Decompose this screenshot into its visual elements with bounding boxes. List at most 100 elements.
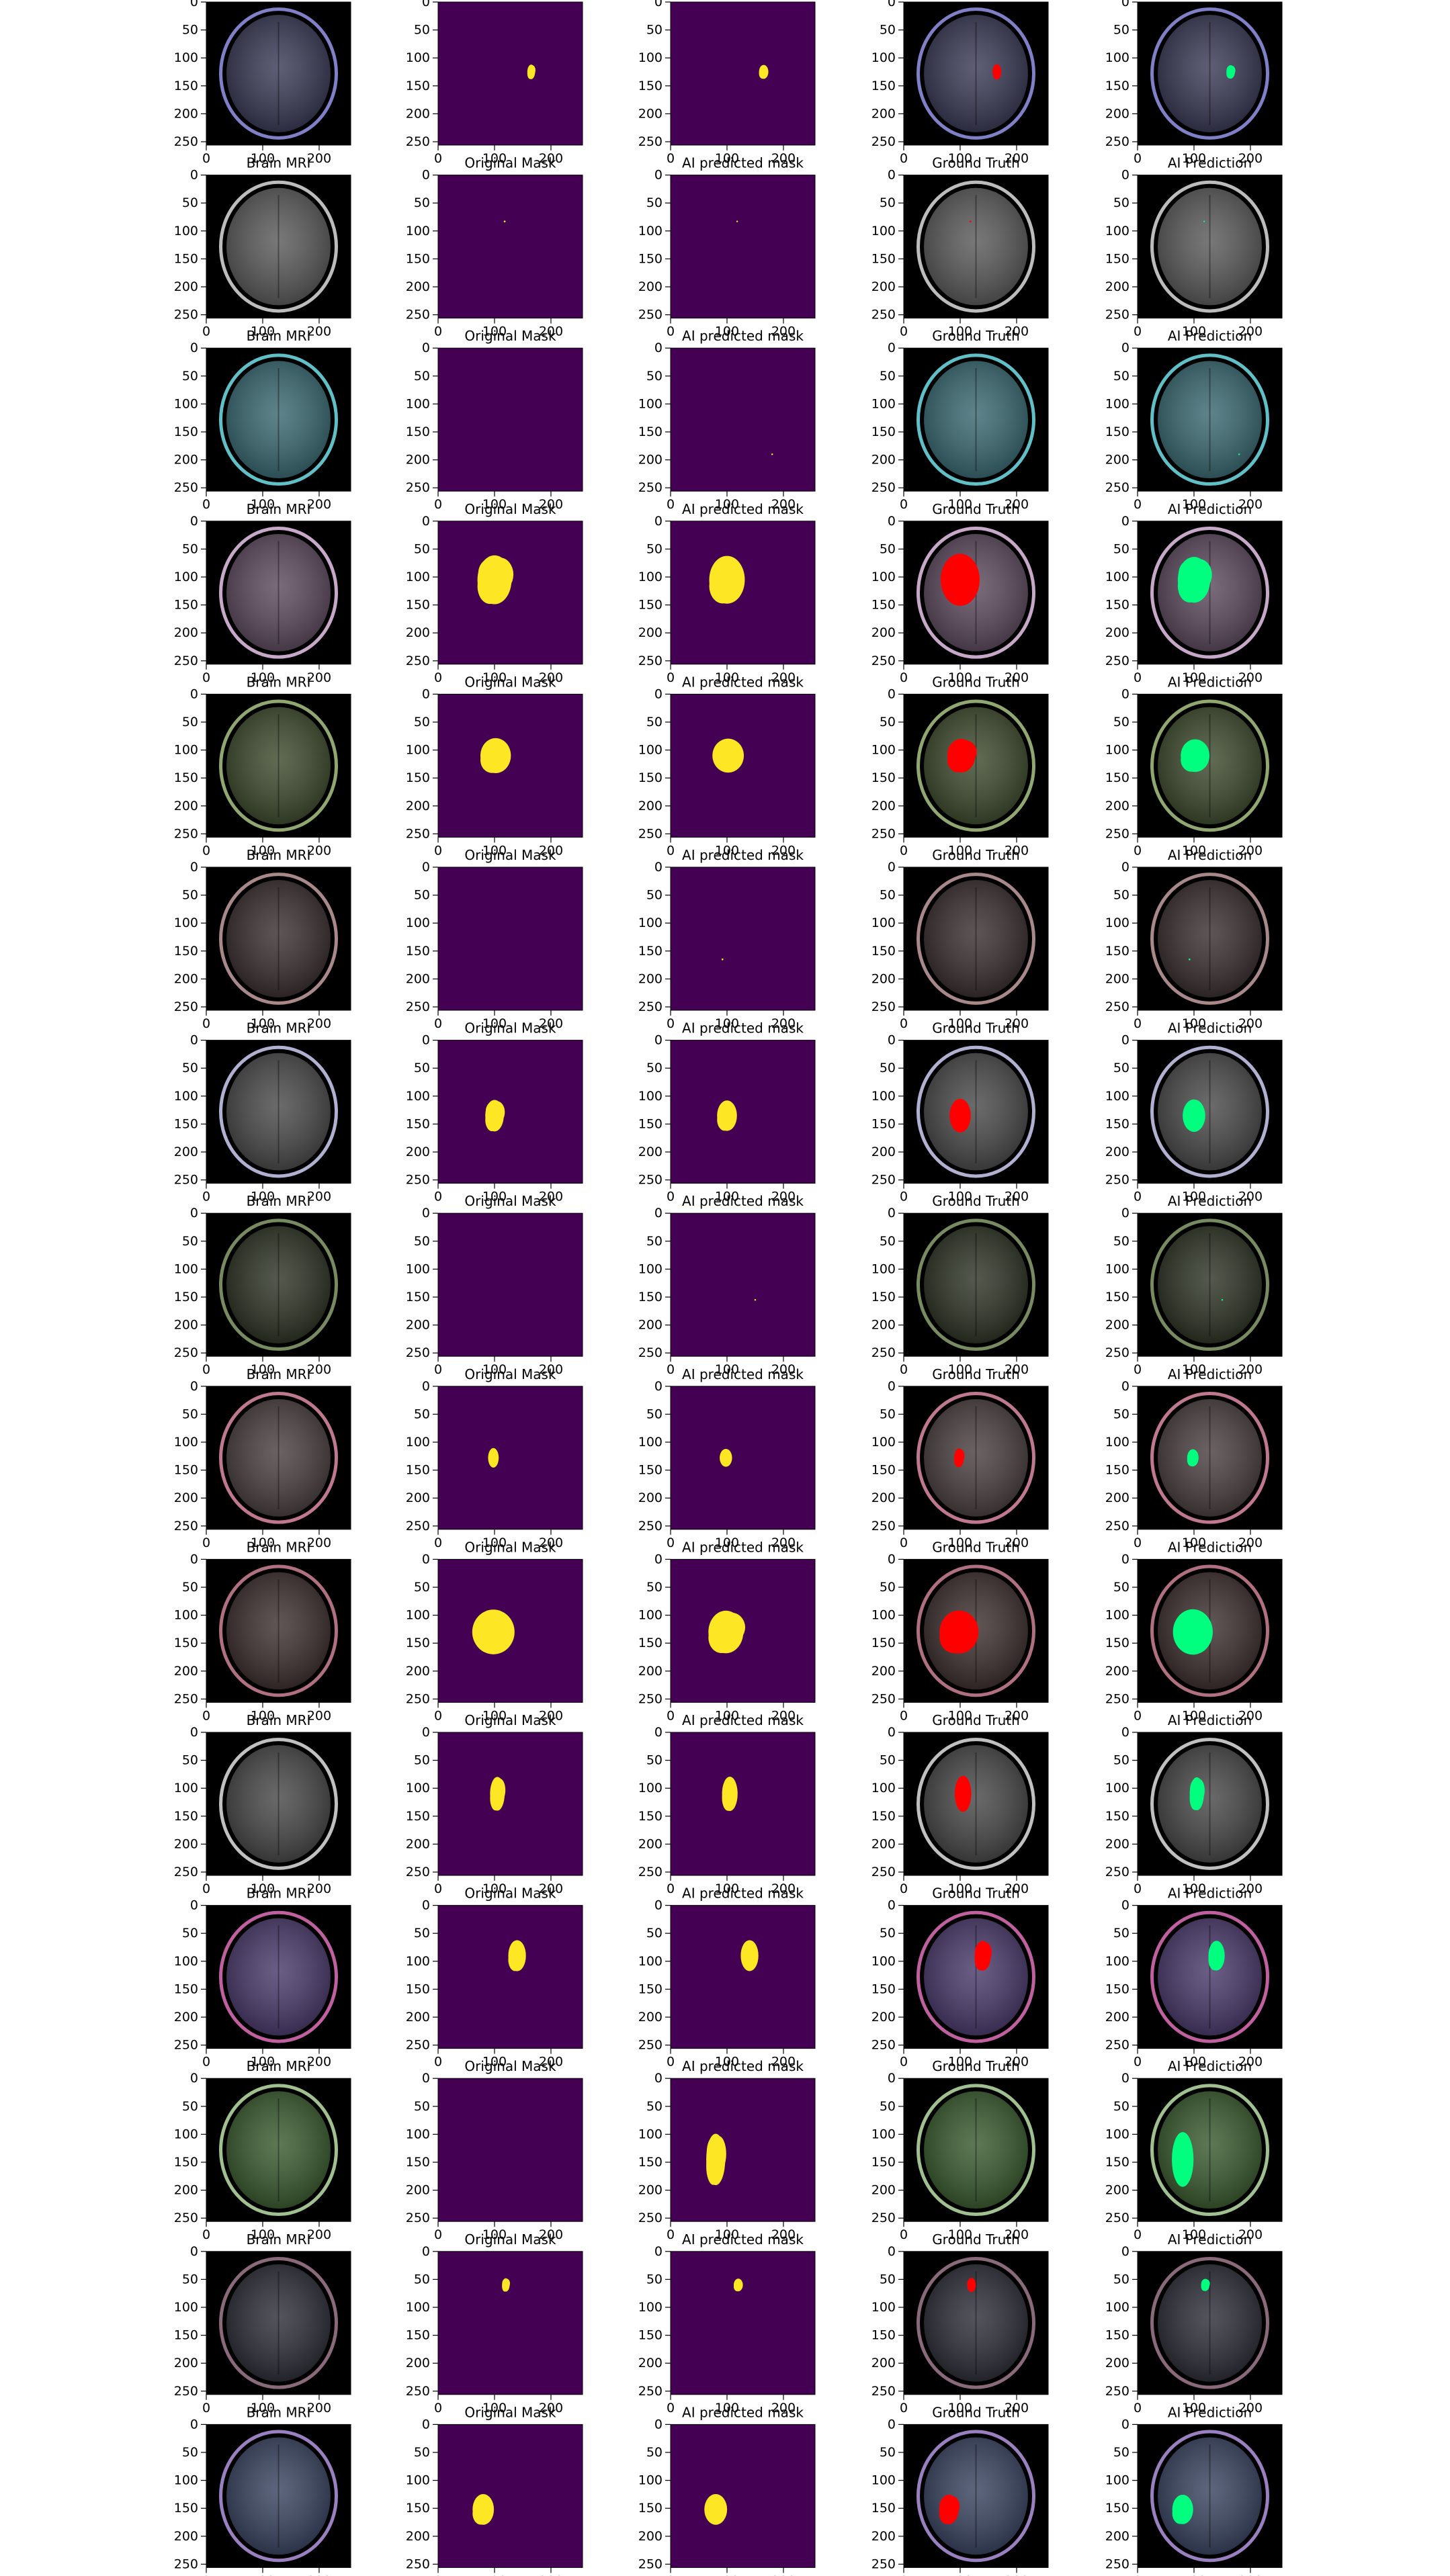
y-tick-label: 100 xyxy=(174,396,198,411)
y-tick-label: 150 xyxy=(871,1290,896,1304)
y-tick-label: 100 xyxy=(638,2300,663,2315)
x-tick-label: 0 xyxy=(900,1190,908,1204)
x-tick-label: 100 xyxy=(715,670,739,685)
y-tick-label: 100 xyxy=(1105,1608,1129,1623)
y-tick-label: 100 xyxy=(871,2127,896,2141)
panel-row4-col4: Ground Truth 0 50 100 150 200 250 0 100 200 xyxy=(871,501,1049,685)
axes-frame xyxy=(903,2251,1049,2395)
panel-row6-col3: AI predicted mask 0 50 100 150 200 250 0 100 200 xyxy=(638,847,816,1031)
panel-row8-col5: AI Prediction 0 50 100 150 200 250 0 100 200 xyxy=(1105,1193,1283,1377)
y-tick-label: 0 xyxy=(422,168,430,183)
y-tick-label: 100 xyxy=(871,396,896,411)
y-tick-label: 0 xyxy=(654,168,663,183)
x-tick-label: 0 xyxy=(900,497,908,512)
y-tick-label: 200 xyxy=(871,1836,896,1851)
x-tick-label: 200 xyxy=(539,324,563,339)
skull-outline xyxy=(916,1910,1035,2043)
mask-background xyxy=(438,1905,583,2049)
x-tick-label: 0 xyxy=(1134,2401,1142,2415)
x-tick-label: 100 xyxy=(1182,1708,1206,1723)
x-tick-label: 200 xyxy=(771,151,796,166)
panel-row15-col1: Brain MRI 0 50 100 150 200 250 0 100 200 xyxy=(174,2404,351,2576)
x-tick-label: 200 xyxy=(307,670,331,685)
skull-outline xyxy=(219,7,338,140)
panel-title: AI predicted mask xyxy=(682,501,804,517)
panel-row5-col3: AI predicted mask 0 50 100 150 200 250 0 100 200 xyxy=(638,674,816,858)
y-tick-label: 50 xyxy=(646,369,663,384)
axes-frame xyxy=(437,1558,583,1703)
y-tick-label: 50 xyxy=(182,1580,198,1595)
y-tick-label: 250 xyxy=(406,1865,430,1879)
y-tick-label: 100 xyxy=(174,2473,198,2488)
mask-background xyxy=(438,1732,583,1875)
panel-row12-col5: AI Prediction 0 50 100 150 200 250 0 100 200 xyxy=(1105,1885,1283,2070)
y-tick-label: 250 xyxy=(1105,1691,1129,1706)
brain-shading xyxy=(1158,1053,1262,1171)
panel-row13-col2: Original Mask 0 50 100 150 200 250 0 100 200 xyxy=(406,2058,583,2242)
axes-frame xyxy=(670,867,816,1011)
panel-title: Original Mask xyxy=(464,674,556,690)
y-tick-label: 250 xyxy=(406,2557,430,2571)
skull-outline xyxy=(916,699,1035,832)
x-tick-label: 200 xyxy=(307,2055,331,2070)
x-tick-label: 100 xyxy=(1182,324,1206,339)
panel-title: Ground Truth xyxy=(932,674,1020,690)
ground-truth-overlay xyxy=(974,1941,992,1971)
ground-truth-overlay xyxy=(992,64,1002,80)
y-tick-label: 150 xyxy=(174,2155,198,2170)
panel-row13-col1: Brain MRI 0 50 100 150 200 250 0 100 200 xyxy=(174,2058,351,2242)
axes-frame xyxy=(1137,175,1283,319)
y-tick-label: 250 xyxy=(638,1519,663,1534)
y-tick-label: 50 xyxy=(1113,23,1129,38)
brain-shading xyxy=(226,1226,331,1344)
x-tick-label: 200 xyxy=(1005,2055,1029,2070)
axes-frame xyxy=(206,521,351,665)
mask-region xyxy=(472,1609,515,1654)
y-tick-label: 150 xyxy=(406,1116,430,1131)
x-tick-label: 100 xyxy=(1182,2573,1206,2576)
panel-row10-col2: Original Mask 0 50 100 150 200 250 0 100 200 xyxy=(406,1539,583,1723)
skull-outline xyxy=(219,1391,338,1524)
y-tick-label: 150 xyxy=(174,1463,198,1478)
brain-shading xyxy=(924,880,1028,997)
y-tick-label: 200 xyxy=(638,1836,663,1851)
y-tick-label: 50 xyxy=(182,369,198,384)
x-tick-label: 0 xyxy=(900,151,908,166)
y-tick-label: 150 xyxy=(174,1636,198,1650)
panel-title: AI Prediction xyxy=(1168,674,1252,690)
y-tick-label: 200 xyxy=(406,2529,430,2544)
y-tick-label: 150 xyxy=(638,2328,663,2343)
y-tick-label: 100 xyxy=(1105,224,1129,238)
prediction-overlay xyxy=(1183,1099,1205,1132)
y-tick-label: 200 xyxy=(638,2356,663,2370)
y-tick-label: 150 xyxy=(1105,1636,1129,1650)
x-tick-label: 200 xyxy=(1005,324,1029,339)
y-tick-label: 150 xyxy=(1105,1463,1129,1478)
panel-title: AI predicted mask xyxy=(682,847,804,863)
y-tick-label: 100 xyxy=(871,50,896,65)
panel-title: Brain MRI xyxy=(247,1366,311,1382)
y-tick-label: 250 xyxy=(871,1345,896,1360)
skull-outline xyxy=(916,1738,1035,1870)
axes-frame xyxy=(437,1040,583,1184)
y-tick-label: 200 xyxy=(1105,1145,1129,1159)
y-tick-label: 150 xyxy=(638,2501,663,2516)
x-tick-label: 0 xyxy=(900,2227,908,2242)
ground-truth-overlay xyxy=(969,220,972,223)
x-tick-label: 0 xyxy=(434,1016,442,1031)
y-tick-label: 200 xyxy=(406,453,430,468)
brain-shading xyxy=(226,2264,331,2382)
brain-shading xyxy=(226,2091,331,2209)
x-tick-label: 200 xyxy=(1005,1708,1029,1723)
x-tick-label: 0 xyxy=(434,1190,442,1204)
skull-outline xyxy=(219,526,338,659)
x-tick-label: 200 xyxy=(1005,1362,1029,1377)
y-tick-label: 0 xyxy=(888,1033,896,1048)
y-tick-label: 200 xyxy=(871,1664,896,1679)
panel-title: AI predicted mask xyxy=(682,2058,804,2074)
y-tick-label: 100 xyxy=(174,1261,198,1276)
y-tick-label: 150 xyxy=(638,1809,663,1824)
x-tick-label: 200 xyxy=(1005,1536,1029,1550)
panel-row5-col5: AI Prediction 0 50 100 150 200 250 0 100 200 xyxy=(1105,674,1283,858)
x-tick-label: 200 xyxy=(307,497,331,512)
